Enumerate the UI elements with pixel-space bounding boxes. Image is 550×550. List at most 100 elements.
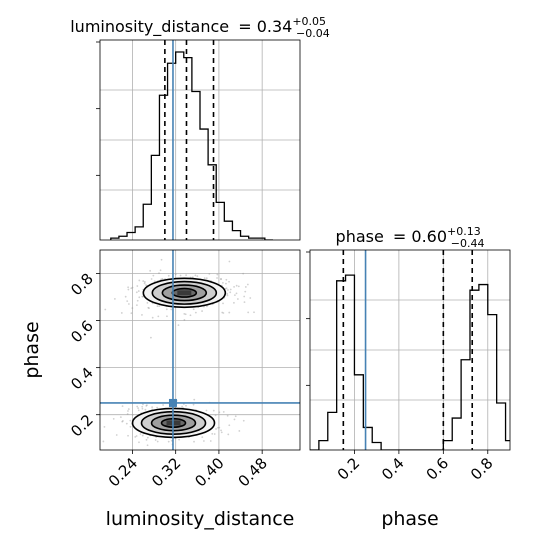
scatter-point (139, 433, 142, 435)
scatter-point (220, 277, 222, 280)
scatter-point (179, 274, 182, 277)
scatter-point (228, 311, 231, 314)
scatter-point (135, 291, 138, 294)
scatter-point (102, 440, 105, 443)
scatter-point (238, 430, 241, 432)
histogram-bar (168, 63, 176, 240)
scatter-point (214, 414, 217, 417)
histogram-bar (319, 441, 328, 450)
title-minus: −0.04 (296, 27, 330, 40)
scatter-point (183, 313, 186, 315)
histogram-bars (110, 51, 273, 240)
scatter-point (127, 434, 129, 437)
scatter-point (235, 284, 238, 287)
scatter-point (127, 286, 130, 289)
scatter-point (121, 405, 124, 408)
histogram-bar (452, 418, 461, 450)
joint-density-panel: 0.24 0.32 0.40 0.48 0.2 0.4 0.6 0.8 (67, 249, 301, 490)
scatter-point (137, 409, 140, 412)
scatter-point (192, 403, 195, 406)
scatter-point (141, 407, 144, 410)
scatter-point (181, 405, 184, 408)
scatter-point (209, 440, 212, 442)
scatter-point (156, 305, 159, 308)
scatter-point (217, 426, 219, 429)
histogram-bar (232, 231, 240, 240)
scatter-point (130, 312, 133, 315)
scatter-point (177, 324, 180, 327)
scatter-point (125, 422, 128, 425)
scatter-point (160, 278, 162, 281)
scatter-point (127, 288, 130, 291)
luminosity-distance-title: luminosity_distance = 0.34+0.05 −0.04 (70, 15, 330, 40)
scatter-point (220, 431, 223, 434)
scatter-point (247, 311, 250, 314)
scatter-point (170, 308, 173, 311)
histogram-bar (372, 442, 381, 450)
scatter-point (146, 301, 149, 304)
scatter-point (229, 288, 232, 291)
scatter-point (104, 308, 107, 311)
histogram-bar (479, 285, 488, 450)
scatter-point (130, 287, 133, 290)
scatter-point (159, 269, 162, 272)
scatter-point (78, 412, 80, 414)
scatter-point (138, 296, 141, 299)
scatter-point (138, 279, 141, 282)
scatter-point (136, 285, 139, 287)
scatter-point (119, 416, 122, 419)
scatter-point (135, 304, 138, 307)
scatter-point (233, 286, 235, 288)
panel-frame (99, 249, 301, 451)
scatter-point (160, 258, 163, 261)
scatter-point (233, 301, 235, 304)
scatter-point (205, 409, 208, 412)
scatter-point (146, 404, 148, 407)
histogram-bar (127, 232, 135, 240)
scatter-point (158, 272, 160, 275)
histogram-bar (461, 360, 470, 450)
title-plus: +0.05 (292, 15, 326, 28)
scatter-point (192, 308, 195, 311)
scatter-point (226, 292, 229, 295)
y-ticks: 0.2 0.4 0.6 0.8 (67, 270, 100, 440)
density-contour (142, 277, 227, 309)
scatter-point (193, 440, 195, 443)
title-median: 0.34 (257, 17, 293, 36)
scatter-point (157, 315, 160, 318)
scatter-point (167, 440, 170, 443)
title-param: phase (336, 227, 384, 246)
scatter-point (153, 280, 156, 283)
scatter-point (185, 404, 187, 407)
scatter-point (161, 277, 164, 280)
scatter-point (152, 274, 155, 277)
scatter-point (227, 289, 229, 291)
scatter-point (226, 414, 229, 417)
histogram-bar (184, 58, 192, 240)
luminosity-distance-histogram-panel: luminosity_distance = 0.34+0.05 −0.04 (70, 15, 330, 241)
histogram-bar (151, 155, 159, 240)
scatter-point (242, 272, 245, 275)
scatter-point (218, 426, 221, 429)
scatter-point (149, 269, 152, 272)
scatter-point (135, 435, 138, 437)
scatter-point (225, 282, 227, 285)
scatter-point (194, 311, 197, 314)
scatter-point (150, 278, 153, 280)
truth-crosshair (100, 250, 300, 450)
scatter-point (134, 436, 137, 438)
scatter-point (184, 313, 187, 316)
scatter-point (244, 290, 247, 293)
scatter-point (137, 407, 140, 410)
scatter-point (147, 306, 150, 309)
scatter-point (183, 319, 186, 321)
panel-frame (99, 39, 301, 241)
scatter-point (225, 278, 228, 281)
scatter-point (228, 280, 230, 283)
scatter-point (142, 403, 144, 406)
scatter-point (156, 440, 159, 443)
scatter-point (228, 424, 231, 427)
scatter-point (229, 291, 232, 294)
scatter-point (103, 425, 106, 428)
histogram-bar (143, 204, 151, 240)
